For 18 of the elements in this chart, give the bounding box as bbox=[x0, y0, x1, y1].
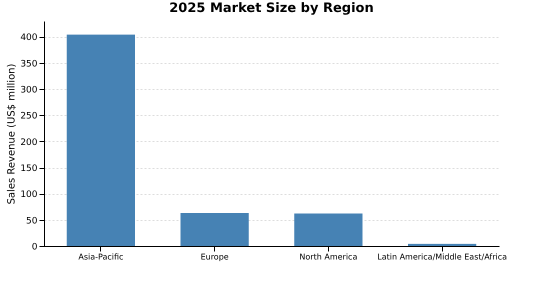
y-tick-label: 250 bbox=[20, 112, 38, 122]
y-tick-label: 300 bbox=[20, 86, 38, 96]
y-tick-label: 350 bbox=[20, 59, 38, 70]
y-tick-label: 150 bbox=[20, 164, 38, 174]
y-tick-label: 50 bbox=[26, 216, 38, 226]
y-tick-label: 0 bbox=[32, 242, 38, 252]
y-axis-title: Sales Revenue (US$ million) bbox=[6, 63, 18, 204]
chart-title: 2025 Market Size by Region bbox=[169, 1, 374, 16]
x-tick-label: Latin America/Middle East/Africa bbox=[377, 252, 508, 262]
y-tick-label: 200 bbox=[20, 138, 38, 148]
y-tick-label: 400 bbox=[20, 33, 38, 44]
bar bbox=[66, 34, 135, 246]
y-tick-label: 100 bbox=[20, 190, 38, 200]
x-tick-label: Asia-Pacific bbox=[78, 252, 124, 262]
bar bbox=[294, 214, 362, 246]
x-tick-label: North America bbox=[299, 252, 358, 262]
bar bbox=[180, 213, 249, 246]
x-tick-label: Europe bbox=[200, 252, 229, 262]
